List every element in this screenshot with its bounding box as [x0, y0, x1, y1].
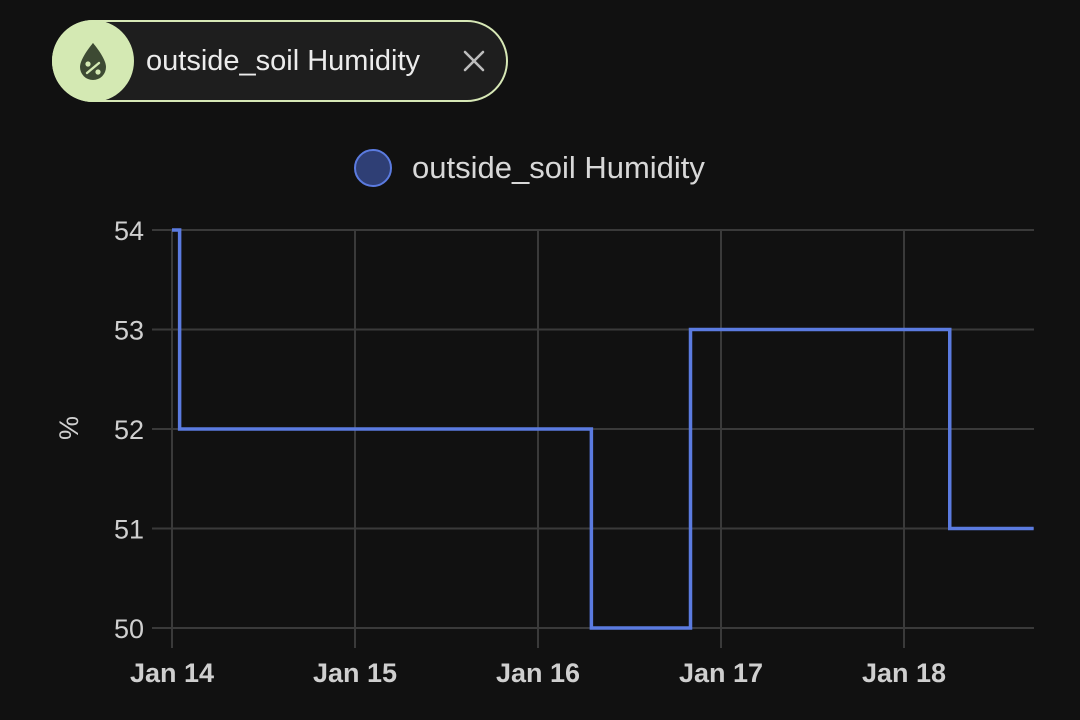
x-tick-label: Jan 15: [313, 658, 397, 688]
entity-filter-chip[interactable]: outside_soil Humidity: [52, 20, 508, 102]
x-tick-label: Jan 18: [862, 658, 946, 688]
water-percent-icon: [52, 20, 134, 102]
y-tick-label: 53: [114, 316, 144, 346]
chip-label: outside_soil Humidity: [146, 44, 421, 77]
close-icon[interactable]: [460, 47, 488, 75]
x-tick-label: Jan 14: [130, 658, 214, 688]
x-tick-label: Jan 17: [679, 658, 763, 688]
y-axis-label: %: [54, 416, 84, 440]
y-tick-label: 51: [114, 515, 144, 545]
y-tick-label: 54: [114, 216, 144, 246]
y-tick-label: 50: [114, 614, 144, 644]
x-tick-label: Jan 16: [496, 658, 580, 688]
legend-swatch: [354, 149, 392, 187]
legend-label: outside_soil Humidity: [412, 150, 705, 185]
series-line[interactable]: [172, 228, 1034, 630]
y-tick-label: 52: [114, 415, 144, 445]
chart-legend[interactable]: outside_soil Humidity: [354, 146, 705, 190]
